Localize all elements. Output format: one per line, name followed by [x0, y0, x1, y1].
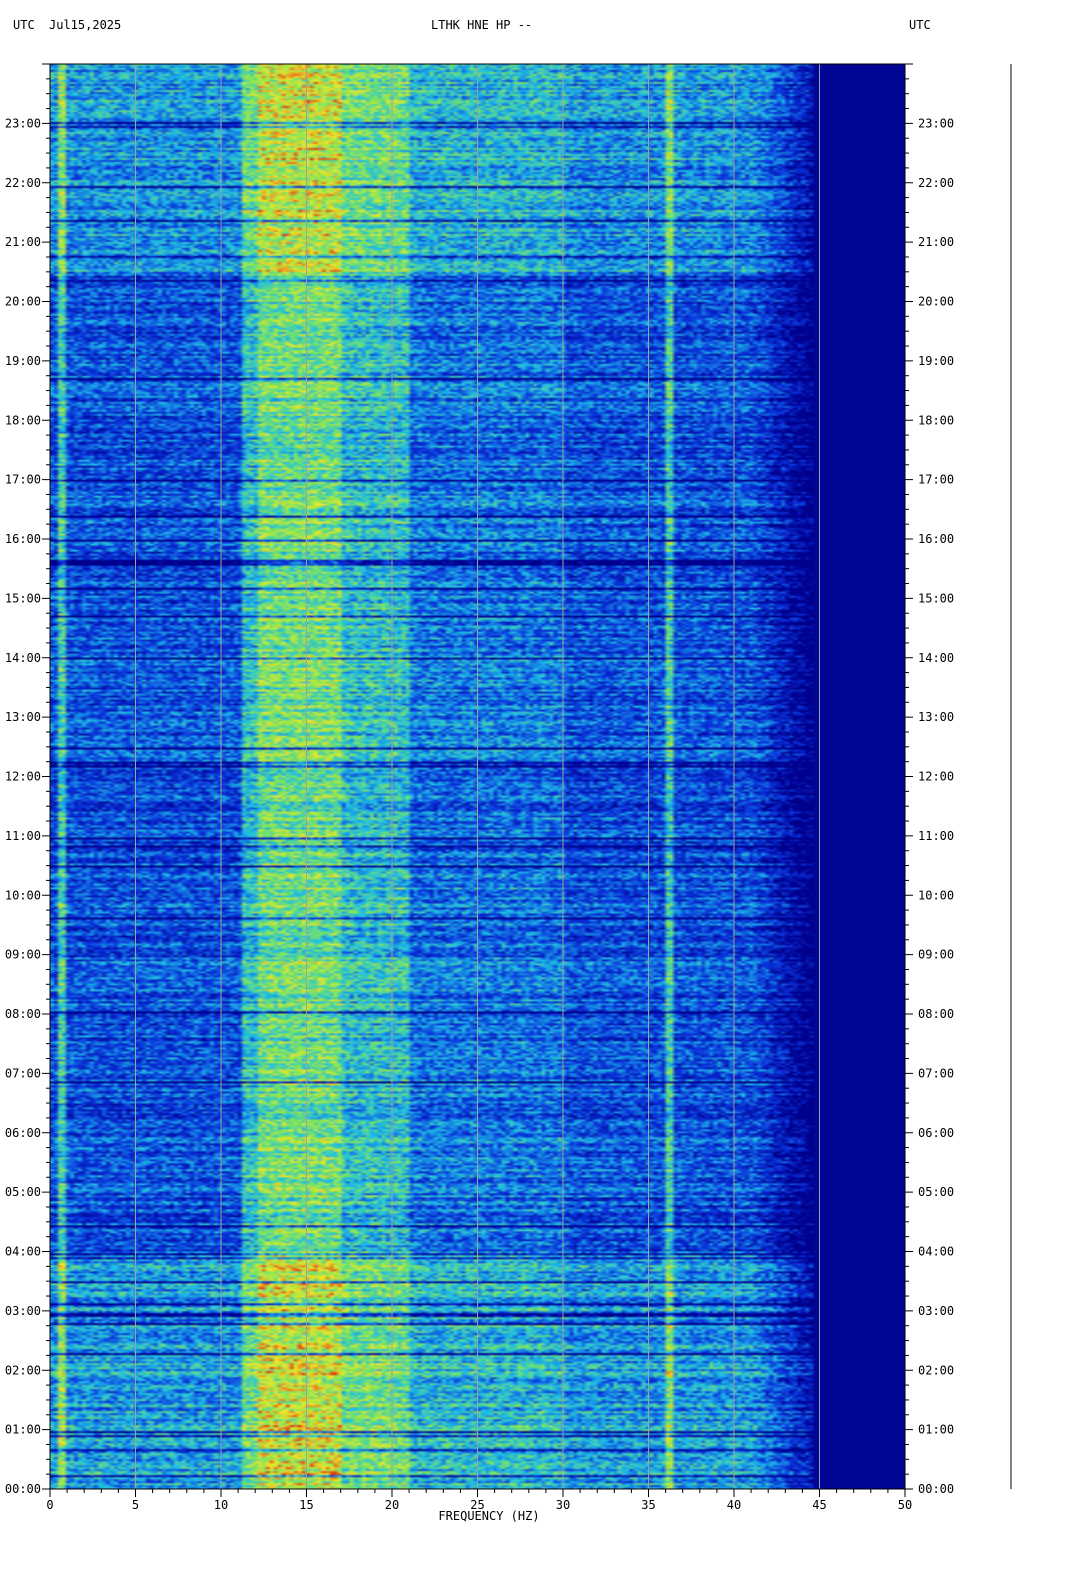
x-tick-label: 30 — [556, 1498, 570, 1512]
y-tick-label-left: 01:00 — [5, 1423, 41, 1437]
y-tick-label-right: 13:00 — [918, 710, 954, 724]
y-tick-label-left: 14:00 — [5, 651, 41, 665]
x-tick-label: 40 — [727, 1498, 741, 1512]
y-tick-label-left: 09:00 — [5, 948, 41, 962]
x-tick-label: 50 — [898, 1498, 912, 1512]
y-tick-label-right: 17:00 — [918, 473, 954, 487]
y-tick-label-left: 04:00 — [5, 1245, 41, 1259]
y-tick-label-left: 11:00 — [5, 829, 41, 843]
y-tick-label-left: 06:00 — [5, 1126, 41, 1140]
y-tick-label-right: 09:00 — [918, 948, 954, 962]
y-tick-label-left: 05:00 — [5, 1185, 41, 1199]
y-tick-label-right: 21:00 — [918, 235, 954, 249]
y-tick-label-right: 22:00 — [918, 176, 954, 190]
y-tick-label-left: 21:00 — [5, 235, 41, 249]
y-tick-label-left: 10:00 — [5, 888, 41, 902]
header-left-timezone: UTC — [13, 18, 35, 32]
y-tick-label-left: 12:00 — [5, 770, 41, 784]
y-tick-label-left: 19:00 — [5, 354, 41, 368]
x-tick-label: 45 — [812, 1498, 826, 1512]
y-tick-label-right: 15:00 — [918, 591, 954, 605]
y-axis-left: 00:00 01:00 02:00 03:00 04:00 05:00 06:00 07:00… — [5, 63, 50, 1496]
y-tick-label-left: 07:00 — [5, 1066, 41, 1080]
y-tick-label-right: 05:00 — [918, 1185, 954, 1199]
x-tick-label: 35 — [641, 1498, 655, 1512]
y-tick-label-right: 14:00 — [918, 651, 954, 665]
x-tick-label: 25 — [470, 1498, 484, 1512]
y-tick-label-right: 19:00 — [918, 354, 954, 368]
x-tick-label: 10 — [214, 1498, 228, 1512]
y-tick-label-left: 22:00 — [5, 176, 41, 190]
y-tick-label-right: 16:00 — [918, 532, 954, 546]
y-tick-label-left: 13:00 — [5, 710, 41, 724]
y-tick-label-right: 12:00 — [918, 770, 954, 784]
x-axis-label: FREQUENCY (HZ) — [438, 1509, 539, 1523]
y-tick-label-right: 20:00 — [918, 295, 954, 309]
y-tick-label-right: 01:00 — [918, 1423, 954, 1437]
y-tick-label-right: 03:00 — [918, 1304, 954, 1318]
y-tick-label-left: 20:00 — [5, 295, 41, 309]
y-axis-right: 00:00 01:00 02:00 03:00 04:00 05:00 06:00 07:00… — [905, 63, 954, 1496]
y-tick-label-left: 18:00 — [5, 413, 41, 427]
y-tick-label-left: 00:00 — [5, 1482, 41, 1496]
x-axis: 0 5 10 15 20 25 30 35 40 45 50 — [46, 1489, 912, 1512]
y-tick-label-right: 04:00 — [918, 1245, 954, 1259]
y-tick-label-right: 18:00 — [918, 413, 954, 427]
y-tick-label-right: 08:00 — [918, 1007, 954, 1021]
y-tick-label-right: 23:00 — [918, 116, 954, 130]
y-tick-label-left: 23:00 — [5, 116, 41, 130]
grid-lines — [135, 64, 820, 1489]
y-tick-label-right: 10:00 — [918, 888, 954, 902]
y-tick-label-right: 00:00 — [918, 1482, 954, 1496]
y-tick-label-left: 08:00 — [5, 1007, 41, 1021]
y-tick-label-left: 02:00 — [5, 1363, 41, 1377]
x-tick-label: 5 — [132, 1498, 139, 1512]
y-tick-label-left: 03:00 — [5, 1304, 41, 1318]
header-date: Jul15,2025 — [49, 18, 122, 32]
x-tick-label: 0 — [46, 1498, 53, 1512]
y-tick-label-right: 02:00 — [918, 1363, 954, 1377]
y-tick-label-right: 07:00 — [918, 1066, 954, 1080]
y-tick-label-left: 17:00 — [5, 473, 41, 487]
y-tick-label-left: 16:00 — [5, 532, 41, 546]
y-tick-label-right: 11:00 — [918, 829, 954, 843]
x-tick-label: 15 — [299, 1498, 313, 1512]
header-station: LTHK HNE HP -- — [431, 18, 533, 32]
x-tick-label: 20 — [385, 1498, 399, 1512]
y-tick-label-right: 06:00 — [918, 1126, 954, 1140]
y-tick-label-left: 15:00 — [5, 591, 41, 605]
header-right-timezone: UTC — [909, 18, 931, 32]
